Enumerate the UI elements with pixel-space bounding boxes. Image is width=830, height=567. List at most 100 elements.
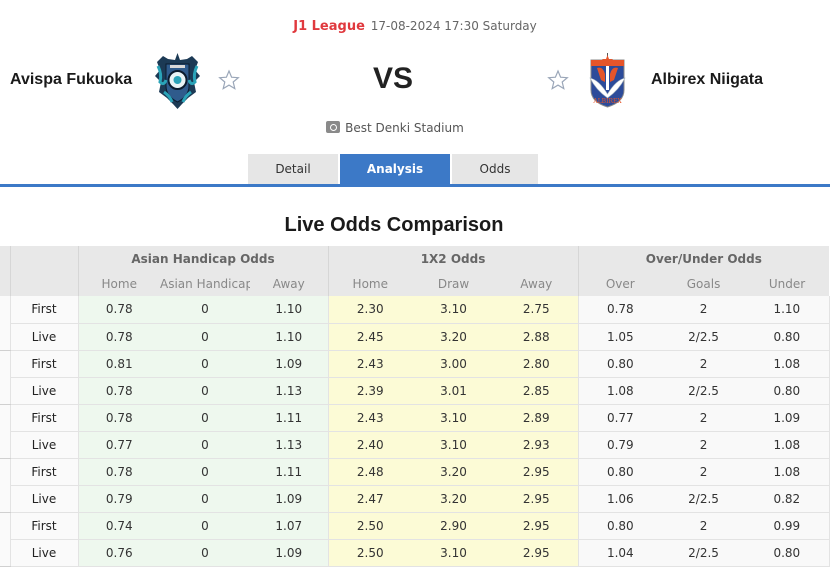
row-type: Live [9,539,78,567]
live-odds-table: Asian Handicap Odds 1X2 Odds Over/Under … [0,246,830,567]
row-edge [0,404,10,431]
x12-draw-odds: 3.20 [412,323,496,351]
col-header-1x2-draw: Draw [412,272,496,296]
row-edge [0,296,10,323]
ou-under-odds: 1.08 [745,350,830,378]
ah-away-odds: 1.10 [250,323,329,351]
ah-home-odds: 0.78 [77,404,160,432]
avispa-fukuoka-crest-icon[interactable] [154,52,201,110]
table-corner-edge [0,246,10,296]
tab-detail[interactable]: Detail [248,154,338,184]
row-type: First [9,458,78,486]
vs-label: VS [372,62,414,95]
favorite-star-icon[interactable] [218,69,240,91]
x12-draw-odds: 3.10 [412,431,496,459]
ah-line: 0 [160,323,250,351]
x12-away-odds: 2.88 [495,323,579,351]
odds-row[interactable]: Live 0.79 0 1.09 2.47 3.20 2.95 1.06 2/2… [0,485,830,513]
x12-home-odds: 2.50 [327,512,413,540]
row-edge [0,323,10,351]
odds-row[interactable]: Live 0.76 0 1.09 2.50 3.10 2.95 1.04 2/2… [0,539,830,567]
col-header-ou-under: Under [745,272,830,296]
favorite-star-icon[interactable] [547,69,569,91]
col-header-ou-goals: Goals [662,272,746,296]
x12-away-odds: 2.95 [495,458,579,486]
ou-under-odds: 0.80 [745,323,830,351]
ah-away-odds: 1.13 [250,431,329,459]
ou-over-odds: 0.77 [577,404,663,432]
odds-row[interactable]: First 0.78 0 1.10 2.30 3.10 2.75 0.78 2 … [0,296,830,324]
x12-draw-odds: 3.10 [412,539,496,567]
ou-goals-line: 2 [662,512,746,540]
ah-line: 0 [160,485,250,513]
venue: Best Denki Stadium [0,121,790,135]
ah-away-odds: 1.10 [250,296,329,324]
ah-away-odds: 1.09 [250,539,329,567]
row-type: First [9,404,78,432]
away-team-name[interactable]: Albirex Niigata [651,71,764,88]
ah-home-odds: 0.78 [77,377,160,405]
ou-goals-line: 2 [662,458,746,486]
ah-away-odds: 1.07 [250,512,329,540]
odds-row[interactable]: Live 0.77 0 1.13 2.40 3.10 2.93 0.79 2 1… [0,431,830,459]
x12-home-odds: 2.47 [327,485,413,513]
x12-draw-odds: 3.10 [412,404,496,432]
odds-row[interactable]: First 0.78 0 1.11 2.48 3.20 2.95 0.80 2 … [0,458,830,486]
ou-goals-line: 2 [662,404,746,432]
ou-goals-line: 2 [662,350,746,378]
match-info: J1 League 17-08-2024 17:30 Saturday [0,19,830,34]
ou-under-odds: 0.80 [745,539,830,567]
x12-draw-odds: 3.00 [412,350,496,378]
row-edge [0,431,10,459]
x12-home-odds: 2.50 [327,539,413,567]
ou-under-odds: 0.80 [745,377,830,405]
ah-line: 0 [160,458,250,486]
x12-home-odds: 2.30 [327,296,413,324]
ou-under-odds: 0.99 [745,512,830,540]
x12-home-odds: 2.48 [327,458,413,486]
tab-odds[interactable]: Odds [452,154,538,184]
ou-over-odds: 0.80 [577,458,663,486]
home-team-name[interactable]: Avispa Fukuoka [10,71,133,88]
ou-under-odds: 1.10 [745,296,830,324]
ah-line: 0 [160,404,250,432]
ou-over-odds: 0.78 [577,296,663,324]
col-header-1x2-away: Away [495,272,579,296]
ah-away-odds: 1.09 [250,485,329,513]
albirex-niigata-crest-icon[interactable]: ALBIREX [589,52,626,108]
odds-row[interactable]: First 0.74 0 1.07 2.50 2.90 2.95 0.80 2 … [0,512,830,540]
match-tabs: Detail Analysis Odds [248,154,538,184]
row-edge [0,377,10,405]
tab-analysis[interactable]: Analysis [340,154,450,184]
ou-under-odds: 1.08 [745,458,830,486]
row-edge [0,458,10,485]
col-header-ou-over: Over [577,272,663,296]
league-link[interactable]: J1 League [293,19,365,34]
x12-away-odds: 2.85 [495,377,579,405]
x12-draw-odds: 3.01 [412,377,496,405]
ah-line: 0 [160,539,250,567]
ah-away-odds: 1.09 [250,350,329,378]
ah-away-odds: 1.13 [250,377,329,405]
ou-under-odds: 1.09 [745,404,830,432]
x12-home-odds: 2.43 [327,350,413,378]
ah-line: 0 [160,431,250,459]
group-header-asian-handicap: Asian Handicap Odds [77,246,329,272]
odds-row[interactable]: First 0.78 0 1.11 2.43 3.10 2.89 0.77 2 … [0,404,830,432]
section-title: Live Odds Comparison [284,214,504,236]
ah-home-odds: 0.81 [77,350,160,378]
odds-row[interactable]: First 0.81 0 1.09 2.43 3.00 2.80 0.80 2 … [0,350,830,378]
x12-away-odds: 2.95 [495,485,579,513]
ah-away-odds: 1.11 [250,404,329,432]
row-type: First [9,512,78,540]
odds-row[interactable]: Live 0.78 0 1.10 2.45 3.20 2.88 1.05 2/2… [0,323,830,351]
x12-away-odds: 2.75 [495,296,579,324]
x12-draw-odds: 3.10 [412,296,496,324]
venue-name: Best Denki Stadium [345,121,464,135]
x12-draw-odds: 3.20 [412,458,496,486]
x12-home-odds: 2.39 [327,377,413,405]
stadium-icon [326,121,341,133]
odds-row[interactable]: Live 0.78 0 1.13 2.39 3.01 2.85 1.08 2/2… [0,377,830,405]
row-type: First [9,350,78,378]
ah-home-odds: 0.76 [77,539,160,567]
